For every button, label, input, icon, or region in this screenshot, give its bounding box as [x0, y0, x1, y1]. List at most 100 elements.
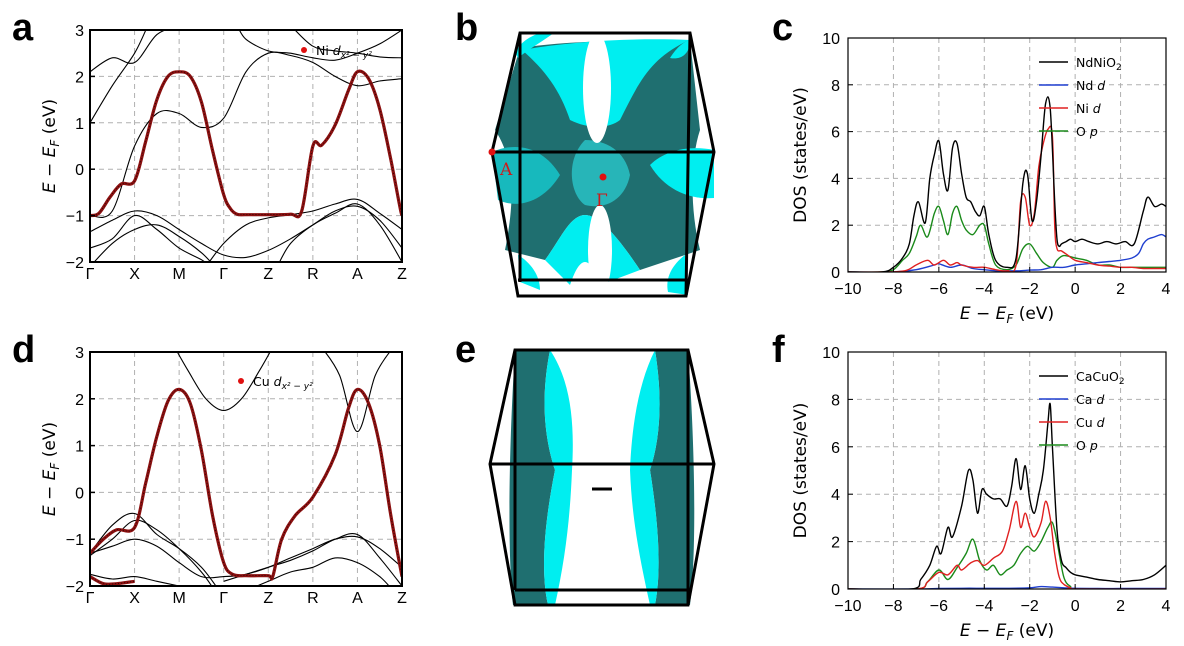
dos-c-legend-sub-0: 2: [1116, 63, 1122, 73]
fs-b-corner-tr: [670, 40, 690, 59]
band-d-ytick-label: 0: [75, 485, 84, 502]
dos-c-series-ni: [848, 125, 1166, 272]
band-d-xtick-label: Γ: [86, 590, 95, 607]
dos-f-xtick-label: −2: [1021, 598, 1039, 615]
band-d-fatband-dots-1: [90, 576, 135, 585]
dos-f-xlabel-unit: (eV): [1013, 621, 1054, 641]
dos-c-series-nd: [848, 233, 1166, 272]
band-a-ylabel-sub: F: [48, 139, 62, 147]
band-d-annotation: Cu dx² − y²: [253, 374, 313, 392]
fs-b-right-lobe: [650, 148, 714, 199]
panel-letter-b: b: [455, 7, 478, 49]
dos-c-xtick-label: −6: [930, 281, 948, 298]
fs-b-left-lobe: [492, 146, 560, 204]
dos-f-legend-entry-0: CaCuO2: [1076, 369, 1125, 387]
dos-c-series-op: [848, 205, 1166, 272]
dos-c-xtick-label: −2: [1021, 281, 1039, 298]
dos-c-xtick-label: 4: [1162, 281, 1171, 298]
band-d-xtick-label: R: [307, 590, 319, 607]
dos-c-legend-main-0: NdNiO: [1076, 55, 1116, 70]
fs-e-left-sheet: [509, 350, 555, 605]
dos-f-xtick-label: −6: [930, 598, 948, 615]
fs-b-top-hole: [583, 33, 611, 143]
band-a-line-7: [278, 203, 402, 262]
band-structure-d: −2 −1 0 1 2 3 Γ X M Γ Z R A Z E − EF (eV) Cu dx² − y²: [40, 345, 407, 607]
band-d-annotation-d: d: [274, 374, 282, 389]
band-d-xtick-label: X: [129, 590, 140, 607]
fs-b-label-a: A: [499, 160, 513, 180]
panel-letter-f: f: [772, 329, 785, 371]
band-a-line-9: [294, 30, 402, 59]
panel-letter-a: a: [12, 7, 34, 49]
band-d-xtick-label: Z: [263, 590, 273, 607]
dos-f-curves: [848, 402, 1166, 589]
dos-f-xtick-label: 0: [1071, 598, 1080, 615]
band-a-ytick-label: 2: [75, 69, 84, 86]
fs-b-bottom-hole: [588, 205, 612, 295]
dos-c-xtick-label: −4: [975, 281, 993, 298]
band-a-xtick-label: Γ: [219, 266, 228, 283]
fs-b-point-a: [488, 148, 496, 156]
dos-f-ylabel: DOS (states/eV): [791, 403, 811, 539]
dos-f-ytick-label: 10: [822, 345, 840, 362]
band-d-frame: [89, 351, 403, 587]
band-d-line-5: [176, 352, 271, 412]
band-a-line-4: [93, 224, 212, 262]
band-d-fatband-0: [90, 387, 402, 581]
band-a-fatband-0: [90, 69, 402, 219]
dos-c-xlabel-sub: F: [1006, 312, 1014, 326]
fs-b-corner-tl: [515, 31, 555, 58]
band-a-xtick-label: A: [352, 266, 363, 283]
dos-f-xtick-label: −10: [834, 598, 861, 615]
band-a-line-3: [90, 214, 206, 262]
band-a-ylabel: E − EF (eV): [40, 99, 62, 193]
band-a-line-8: [238, 30, 402, 61]
panel-letter-e: e: [455, 329, 476, 371]
band-a-ytick-label: −2: [66, 255, 84, 272]
fs-e-left-sheet-light: [544, 350, 573, 605]
dos-f-xtick-label: 4: [1162, 598, 1171, 615]
band-a-line-6: [208, 198, 402, 262]
band-d-line-7: [90, 573, 180, 586]
band-d-line-0: [90, 512, 217, 586]
band-a-frame: [89, 29, 403, 263]
band-d-fatband-1: [90, 575, 135, 586]
band-a-ytick-label: 3: [75, 23, 84, 40]
band-d-line-2: [90, 535, 402, 579]
dos-f-legend-main-2: Cu: [1076, 415, 1097, 430]
band-a-line-5: [90, 205, 402, 259]
band-d-ytick-label: −1: [66, 532, 84, 549]
dos-c-legend-main-3: O: [1076, 124, 1090, 139]
dos-c-ytick-label: 6: [831, 125, 840, 142]
dos-f-ytick-label: 4: [831, 487, 840, 504]
dos-f-xtick-label: −4: [975, 598, 993, 615]
band-a-ytick-label: −1: [66, 209, 84, 226]
band-a-xtick-label: M: [172, 266, 185, 283]
dos-f-frame: [847, 351, 1167, 590]
dos-c-legend-main-1: Nd: [1076, 78, 1097, 93]
dos-f-xlabel: E − EF (eV): [960, 621, 1054, 643]
dos-c-xtick-label: −10: [834, 281, 861, 298]
dos-f-legend-sub-0: 2: [1119, 377, 1125, 387]
dos-c-series-total: [848, 96, 1166, 272]
band-d-ylabel: E − EF (eV): [40, 422, 62, 516]
dos-c-xtick-label: 2: [1116, 281, 1125, 298]
band-structure-a: −2 −1 0 1 2 3 Γ X M Γ Z R A Z E − EF (eV) Ni dx² − y²: [40, 23, 407, 283]
dos-c-ytick-label: 0: [831, 265, 840, 282]
band-d-fatband-dots-0: [90, 389, 402, 580]
dos-f-legend-it-1: d: [1096, 392, 1104, 407]
band-a-annotation-sub: x² − y²: [340, 51, 373, 61]
fermi-surface-b: A Γ: [488, 28, 716, 298]
dos-f-xlabel-main: E − E: [960, 621, 1007, 641]
band-a-xtick-label: Z: [263, 266, 273, 283]
band-d-line-3: [223, 532, 402, 586]
panel-letter-d: d: [12, 329, 35, 371]
dos-c-ytick-label: 4: [831, 171, 840, 188]
band-d-xtick-label: M: [172, 590, 185, 607]
dos-f-ytick-label: 6: [831, 440, 840, 457]
dos-c-legend-main-2: Ni: [1076, 101, 1093, 116]
band-a-annotation: Ni dx² − y²: [316, 43, 372, 61]
dos-f-series-ni: [848, 500, 1166, 589]
dos-c-frame: [847, 37, 1167, 273]
fs-b-label-gamma: Γ: [596, 191, 608, 211]
